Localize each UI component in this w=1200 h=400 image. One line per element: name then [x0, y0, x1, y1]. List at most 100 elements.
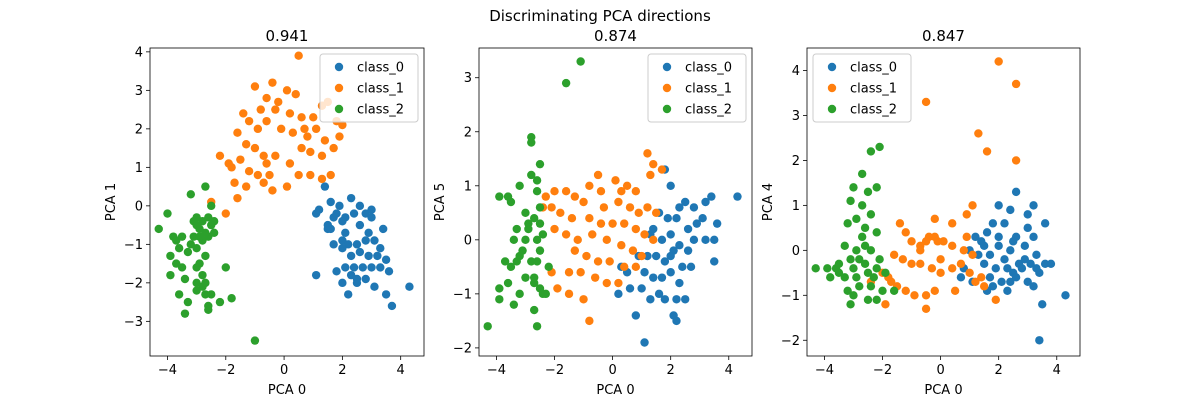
data-point-class_0 [1026, 259, 1035, 269]
data-point-class_0 [1029, 232, 1038, 242]
data-point-class_0 [361, 236, 370, 245]
data-point-class_2 [483, 322, 492, 331]
data-point-class_1 [250, 82, 260, 91]
data-point-class_1 [625, 203, 635, 212]
data-point-class_0 [338, 244, 347, 253]
data-point-class_2 [863, 187, 873, 197]
data-point-class_0 [346, 193, 356, 203]
data-point-class_1 [244, 116, 254, 126]
y-tick-label: 4 [135, 45, 143, 60]
data-point-class_1 [921, 304, 931, 313]
data-point-class_2 [518, 246, 527, 255]
y-tick-label: −2 [453, 341, 472, 356]
data-point-class_2 [538, 289, 548, 299]
data-point-class_0 [979, 259, 989, 269]
series-class_1 [538, 149, 667, 326]
data-point-class_2 [186, 190, 196, 199]
data-point-class_2 [823, 264, 832, 273]
data-point-class_1 [602, 278, 611, 288]
data-point-class_1 [910, 291, 919, 300]
x-tick-label: −2 [873, 363, 892, 378]
data-point-class_1 [631, 262, 641, 272]
series-class_0 [614, 165, 742, 347]
data-point-class_2 [532, 176, 542, 185]
legend-marker-class_1 [334, 83, 344, 93]
data-point-class_2 [834, 268, 844, 278]
data-point-class_0 [341, 263, 350, 272]
data-point-class_0 [1023, 210, 1032, 219]
data-point-class_2 [811, 264, 820, 273]
series-class_2 [811, 142, 899, 309]
data-point-class_2 [840, 273, 849, 282]
data-point-class_2 [855, 282, 864, 291]
data-point-class_2 [527, 138, 536, 147]
data-point-class_1 [317, 151, 327, 160]
data-point-class_0 [683, 246, 693, 255]
data-point-class_1 [582, 251, 591, 261]
data-point-class_0 [376, 263, 385, 272]
data-point-class_0 [311, 270, 321, 280]
data-point-class_1 [288, 128, 298, 137]
x-tick-label: −2 [545, 363, 564, 378]
data-point-class_0 [387, 301, 397, 311]
data-point-class_0 [712, 219, 722, 228]
data-point-class_1 [274, 97, 283, 107]
legend-label-class_1: class_1 [357, 82, 404, 97]
data-point-class_0 [675, 203, 684, 212]
data-point-class_2 [532, 235, 542, 245]
data-point-class_1 [294, 170, 303, 180]
data-point-class_2 [209, 228, 219, 237]
data-point-class_0 [1038, 300, 1047, 309]
data-point-class_1 [268, 78, 277, 87]
data-point-class_0 [672, 214, 681, 223]
data-point-class_1 [962, 232, 971, 242]
data-point-class_1 [959, 246, 969, 255]
data-point-class_1 [547, 203, 556, 212]
data-point-class_0 [681, 295, 690, 304]
data-point-class_1 [576, 268, 585, 277]
data-point-class_0 [991, 264, 1000, 273]
data-point-class_0 [681, 197, 690, 207]
data-point-class_0 [982, 228, 992, 237]
data-point-class_1 [227, 163, 236, 172]
data-point-class_0 [384, 267, 394, 276]
data-point-class_0 [994, 232, 1003, 242]
data-point-class_2 [857, 232, 867, 242]
data-point-class_0 [358, 263, 367, 272]
legend-label-class_1: class_1 [850, 82, 897, 97]
data-point-class_0 [1009, 237, 1018, 246]
y-tick-label: 3 [792, 109, 800, 124]
data-point-class_0 [1020, 241, 1030, 251]
data-point-class_1 [971, 277, 980, 287]
data-point-class_2 [180, 309, 190, 318]
data-point-class_1 [930, 286, 939, 296]
data-point-class_0 [329, 240, 338, 249]
x-tick-label: −4 [487, 363, 506, 378]
y-axis-label: PCA 1 [104, 183, 119, 221]
data-point-class_0 [660, 295, 670, 304]
data-point-class_2 [221, 263, 230, 272]
data-point-class_0 [672, 295, 681, 304]
data-point-class_2 [512, 224, 521, 234]
legend-label-class_1: class_1 [685, 82, 732, 97]
data-point-class_1 [553, 284, 562, 293]
series-class_2 [483, 57, 585, 331]
data-point-class_1 [614, 197, 623, 207]
data-point-class_0 [1040, 219, 1050, 228]
data-point-class_0 [683, 224, 693, 234]
data-point-class_1 [579, 295, 588, 304]
data-point-class_2 [201, 278, 210, 288]
data-point-class_1 [320, 136, 330, 145]
data-point-class_2 [535, 159, 545, 169]
data-point-class_2 [866, 210, 876, 219]
data-point-class_0 [381, 290, 391, 299]
data-point-class_0 [997, 277, 1006, 287]
axes-frame [478, 47, 753, 357]
data-point-class_1 [646, 170, 655, 180]
data-point-class_2 [177, 232, 187, 241]
series-class_0 [956, 187, 1070, 345]
data-point-class_2 [509, 300, 519, 309]
data-point-class_1 [326, 170, 335, 180]
data-point-class_1 [311, 124, 321, 134]
data-point-class_2 [872, 183, 881, 192]
